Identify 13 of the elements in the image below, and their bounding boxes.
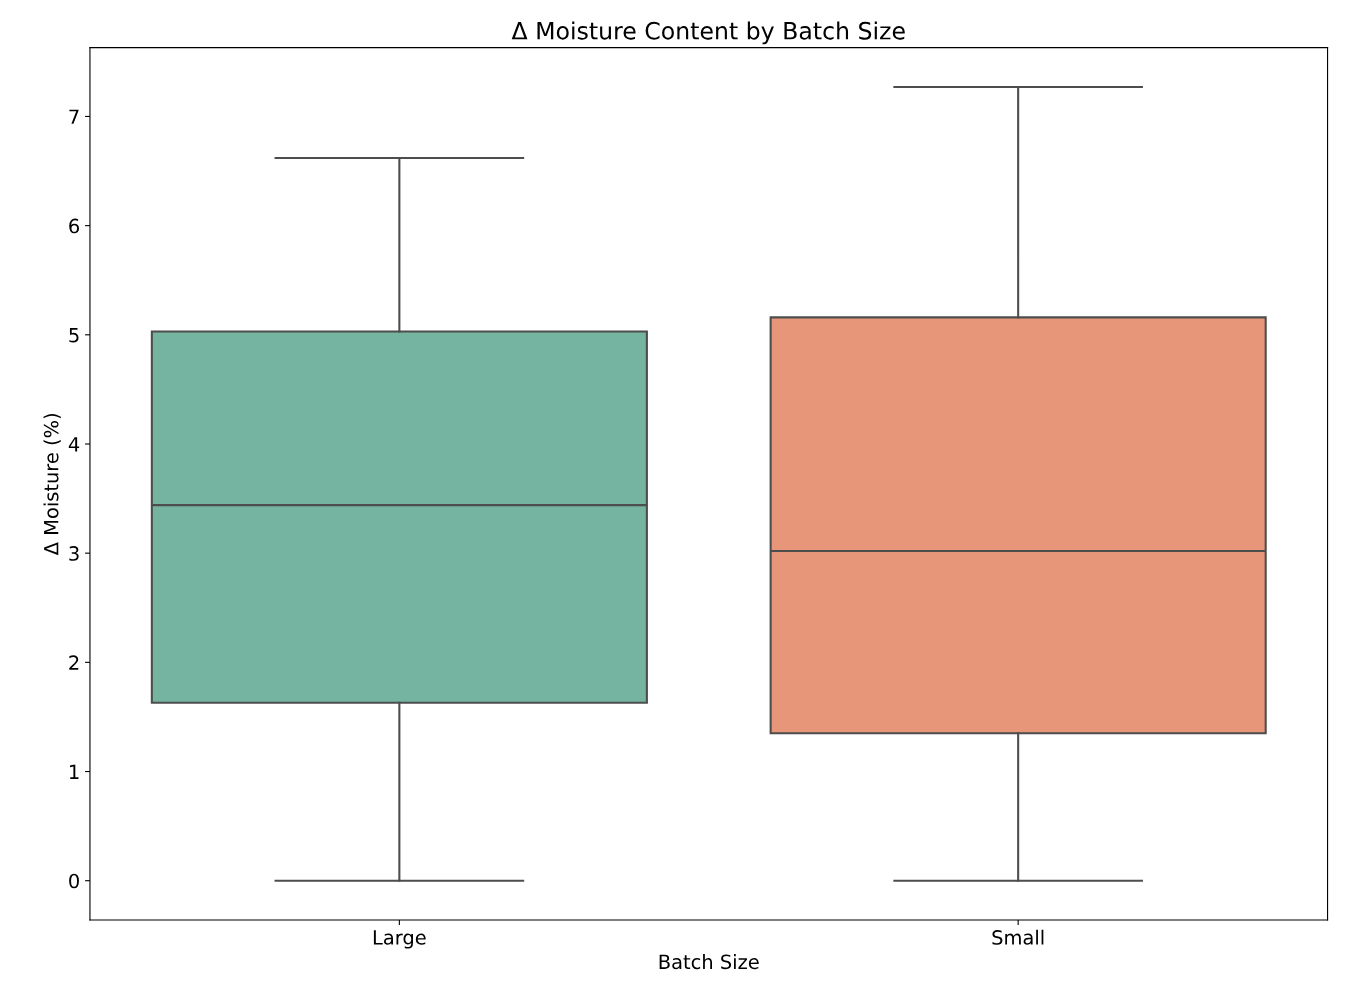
y-tick-label: 3	[69, 546, 79, 561]
x-tick-label: Large	[373, 930, 426, 949]
y-tick-label: 6	[69, 218, 80, 234]
y-axis-title: Δ Moisture (%)	[43, 414, 61, 556]
y-tick-label: 2	[69, 655, 79, 670]
y-tick-label: 5	[69, 328, 79, 343]
chart-title: Δ Moisture Content by Batch Size	[511, 21, 905, 45]
x-tick-label: Small	[992, 929, 1044, 945]
x-axis-title: Batch Size	[659, 954, 759, 970]
y-tick-label: 4	[68, 437, 80, 452]
y-tick-label: 7	[69, 109, 79, 124]
y-tick-label: 1	[70, 764, 79, 779]
y-tick-label: 0	[69, 873, 79, 889]
